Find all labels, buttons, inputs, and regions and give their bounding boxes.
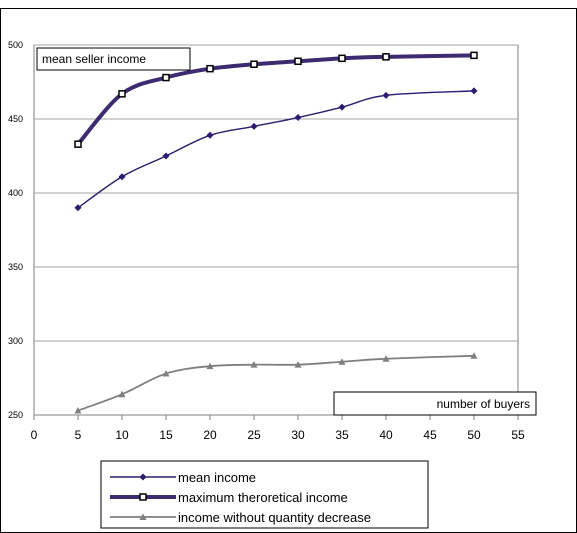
x-tick-label: 20: [203, 428, 217, 442]
data-point: [206, 131, 214, 139]
y-axis-title-box: mean seller income: [36, 47, 191, 71]
data-point: [338, 358, 346, 365]
y-tick-label: 250: [8, 410, 23, 420]
x-tick-label: 30: [291, 428, 305, 442]
x-tick-label: 40: [379, 428, 393, 442]
data-point: [206, 362, 214, 370]
data-point: [294, 114, 302, 122]
legend-swatch-marker: [139, 473, 147, 481]
data-point: [74, 407, 82, 414]
data-point: [118, 173, 126, 181]
x-axis-title: number of buyers: [437, 397, 530, 411]
legend-swatch-marker: [139, 493, 147, 501]
series-diamond: [74, 87, 478, 212]
series-triangle: [74, 352, 478, 414]
series-line: [77, 90, 475, 209]
data-point: [294, 57, 302, 66]
y-tick-label: 500: [8, 40, 23, 50]
series-layer: [74, 51, 478, 414]
data-point: [294, 361, 302, 368]
data-point: [206, 64, 214, 73]
y-axis-title: mean seller income: [42, 52, 146, 66]
data-point: [162, 152, 170, 160]
x-axis-title-box: number of buyers: [333, 391, 537, 416]
data-point: [338, 103, 346, 111]
plot-area: [33, 44, 519, 416]
data-point: [382, 355, 390, 362]
gridlines: [34, 44, 518, 416]
x-tick-label: 25: [247, 428, 261, 442]
y-tick-label: 450: [8, 114, 23, 124]
data-point: [74, 140, 82, 148]
data-point: [338, 54, 346, 63]
x-tick-label: 55: [511, 428, 525, 442]
data-point: [118, 90, 126, 98]
x-tick-label: 10: [115, 428, 129, 442]
x-tick-label: 50: [467, 428, 481, 442]
x-tick-label: 35: [335, 428, 349, 442]
data-point: [250, 361, 258, 368]
legend-swatch-marker: [139, 513, 147, 520]
data-point: [250, 122, 258, 130]
x-tick-label: 45: [423, 428, 437, 442]
data-point: [470, 87, 478, 95]
x-tick-label: 15: [159, 428, 173, 442]
y-tick-label: 400: [8, 188, 23, 198]
y-tick-label: 350: [8, 262, 23, 272]
legend: mean income maximum theroretical income in…: [100, 460, 429, 529]
legend-label: income without quantity decrease: [178, 510, 371, 525]
data-point: [162, 73, 170, 82]
data-point: [118, 390, 126, 398]
legend-label: maximum theroretical income: [178, 490, 348, 505]
data-point: [470, 51, 478, 60]
data-point: [250, 60, 258, 68]
data-point: [470, 352, 478, 359]
data-point: [382, 53, 390, 61]
data-point: [382, 91, 390, 99]
y-tick-label: 300: [8, 336, 23, 346]
series-square: [74, 51, 478, 148]
chart-area-border: [0, 8, 577, 533]
axes: 250 300 350 400 450 500 0 5 10 15 20 25 30 35 40 45 50 55: [8, 40, 525, 442]
x-tick-label: 5: [75, 428, 82, 442]
x-tick-label: 0: [31, 428, 38, 442]
legend-label: mean income: [178, 470, 256, 485]
data-point: [74, 204, 82, 212]
data-point: [162, 370, 170, 377]
